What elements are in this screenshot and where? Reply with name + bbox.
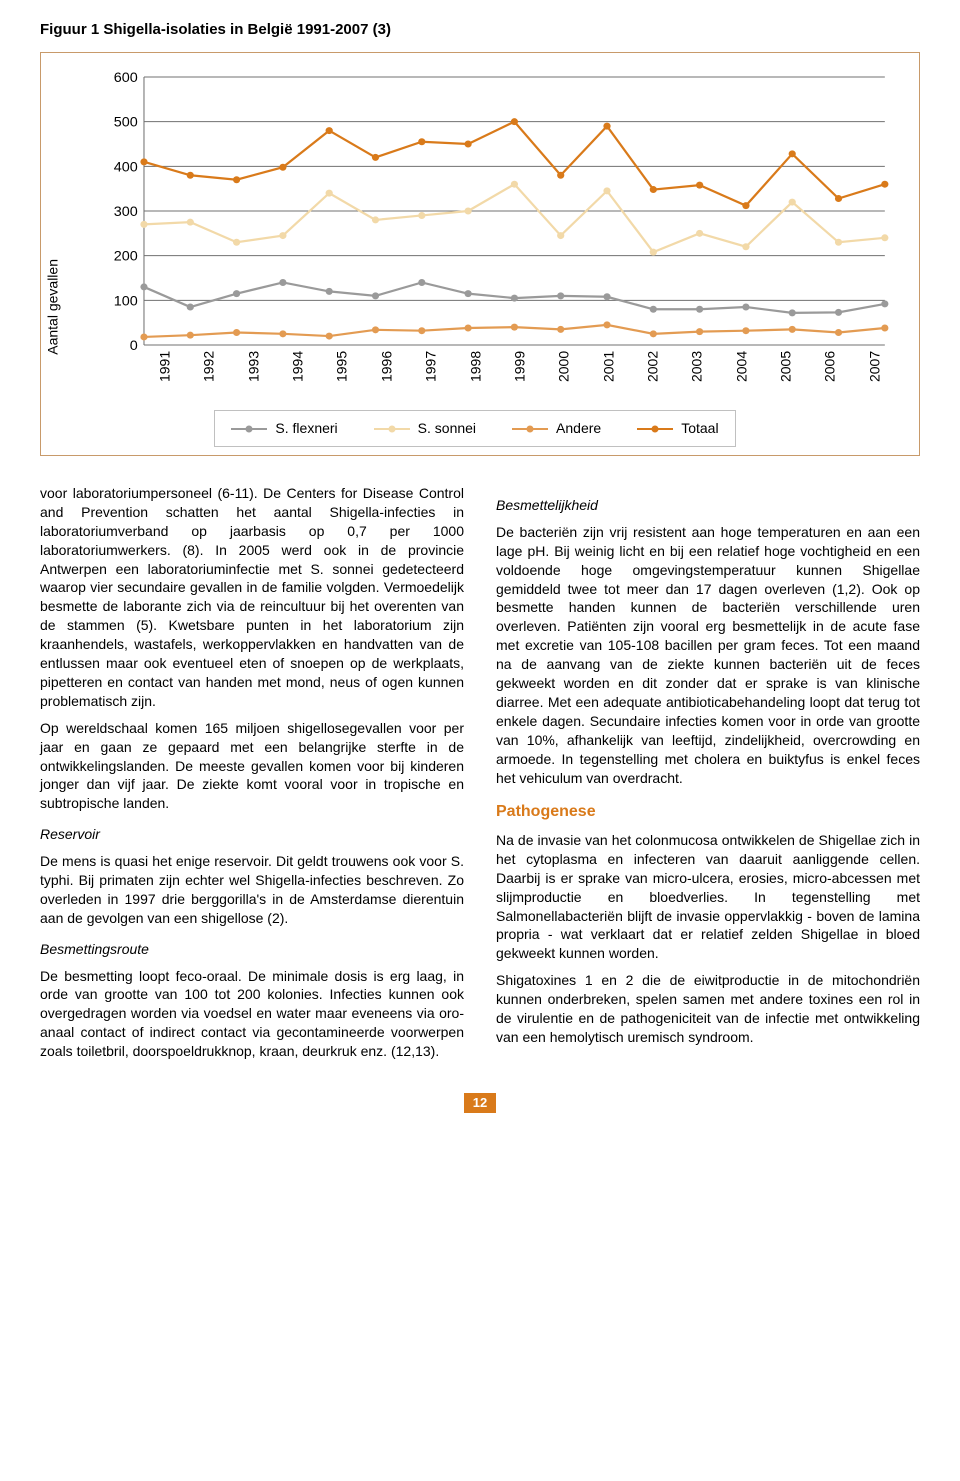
svg-text:600: 600 <box>114 71 138 86</box>
x-tick-label: 2003 <box>676 345 707 389</box>
paragraph: De mens is quasi het enige reservoir. Di… <box>40 852 464 928</box>
legend-item: S. flexneri <box>231 419 337 438</box>
legend-item: Totaal <box>637 419 718 438</box>
svg-text:400: 400 <box>114 160 138 176</box>
paragraph: De besmetting loopt feco-oraal. De minim… <box>40 967 464 1061</box>
x-tick-label: 1991 <box>144 345 175 389</box>
line-chart: 0 100 200 300 400 500 600 <box>109 71 891 351</box>
y-axis-label: Aantal gevallen <box>44 259 63 355</box>
section-heading: Besmettelijkheid <box>496 496 920 515</box>
page-number: 12 <box>464 1093 496 1113</box>
x-tick-label: 1992 <box>188 345 219 389</box>
section-heading: Reservoir <box>40 825 464 844</box>
x-tick-label: 2000 <box>543 345 574 389</box>
x-tick-label: 2001 <box>587 345 618 389</box>
svg-text:300: 300 <box>114 204 138 220</box>
chart-legend: S. flexneri S. sonnei Andere Totaal <box>214 410 735 447</box>
text-columns: voor laboratoriumpersoneel (6-11). De Ce… <box>40 484 920 1069</box>
x-tick-label: 2007 <box>853 345 884 389</box>
x-tick-label: 1995 <box>321 345 352 389</box>
legend-item: Andere <box>512 419 601 438</box>
x-tick-label: 1996 <box>366 345 397 389</box>
paragraph: voor laboratoriumpersoneel (6-11). De Ce… <box>40 484 464 711</box>
x-tick-label: 1999 <box>499 345 530 389</box>
x-tick-label: 2004 <box>720 345 751 389</box>
section-heading: Besmettingsroute <box>40 940 464 959</box>
x-axis-ticks: 1991199219931994199519961997199819992000… <box>137 351 891 382</box>
section-heading-orange: Pathogenese <box>496 801 920 823</box>
paragraph: Shigatoxines 1 en 2 die de eiwitproducti… <box>496 971 920 1047</box>
paragraph: Op wereldschaal komen 165 miljoen shigel… <box>40 719 464 813</box>
legend-item: S. sonnei <box>374 419 476 438</box>
svg-text:200: 200 <box>114 249 138 265</box>
paragraph: Na de invasie van het colonmucosa ontwik… <box>496 831 920 963</box>
x-tick-label: 1994 <box>277 345 308 389</box>
figure-title: Figuur 1 Shigella-isolaties in België 19… <box>40 20 920 40</box>
svg-text:500: 500 <box>114 115 138 131</box>
x-tick-label: 2002 <box>632 345 663 389</box>
chart-container: Aantal gevallen 0 100 200 300 400 500 600 1991… <box>40 52 920 456</box>
svg-text:100: 100 <box>114 294 138 310</box>
x-tick-label: 1993 <box>232 345 263 389</box>
x-tick-label: 1997 <box>410 345 441 389</box>
right-column: Besmettelijkheid De bacteriën zijn vrij … <box>496 484 920 1069</box>
left-column: voor laboratoriumpersoneel (6-11). De Ce… <box>40 484 464 1069</box>
paragraph: De bacteriën zijn vrij resistent aan hog… <box>496 523 920 787</box>
x-tick-label: 2005 <box>765 345 796 389</box>
x-tick-label: 2006 <box>809 345 840 389</box>
x-tick-label: 1998 <box>454 345 485 389</box>
svg-text:0: 0 <box>130 338 138 351</box>
